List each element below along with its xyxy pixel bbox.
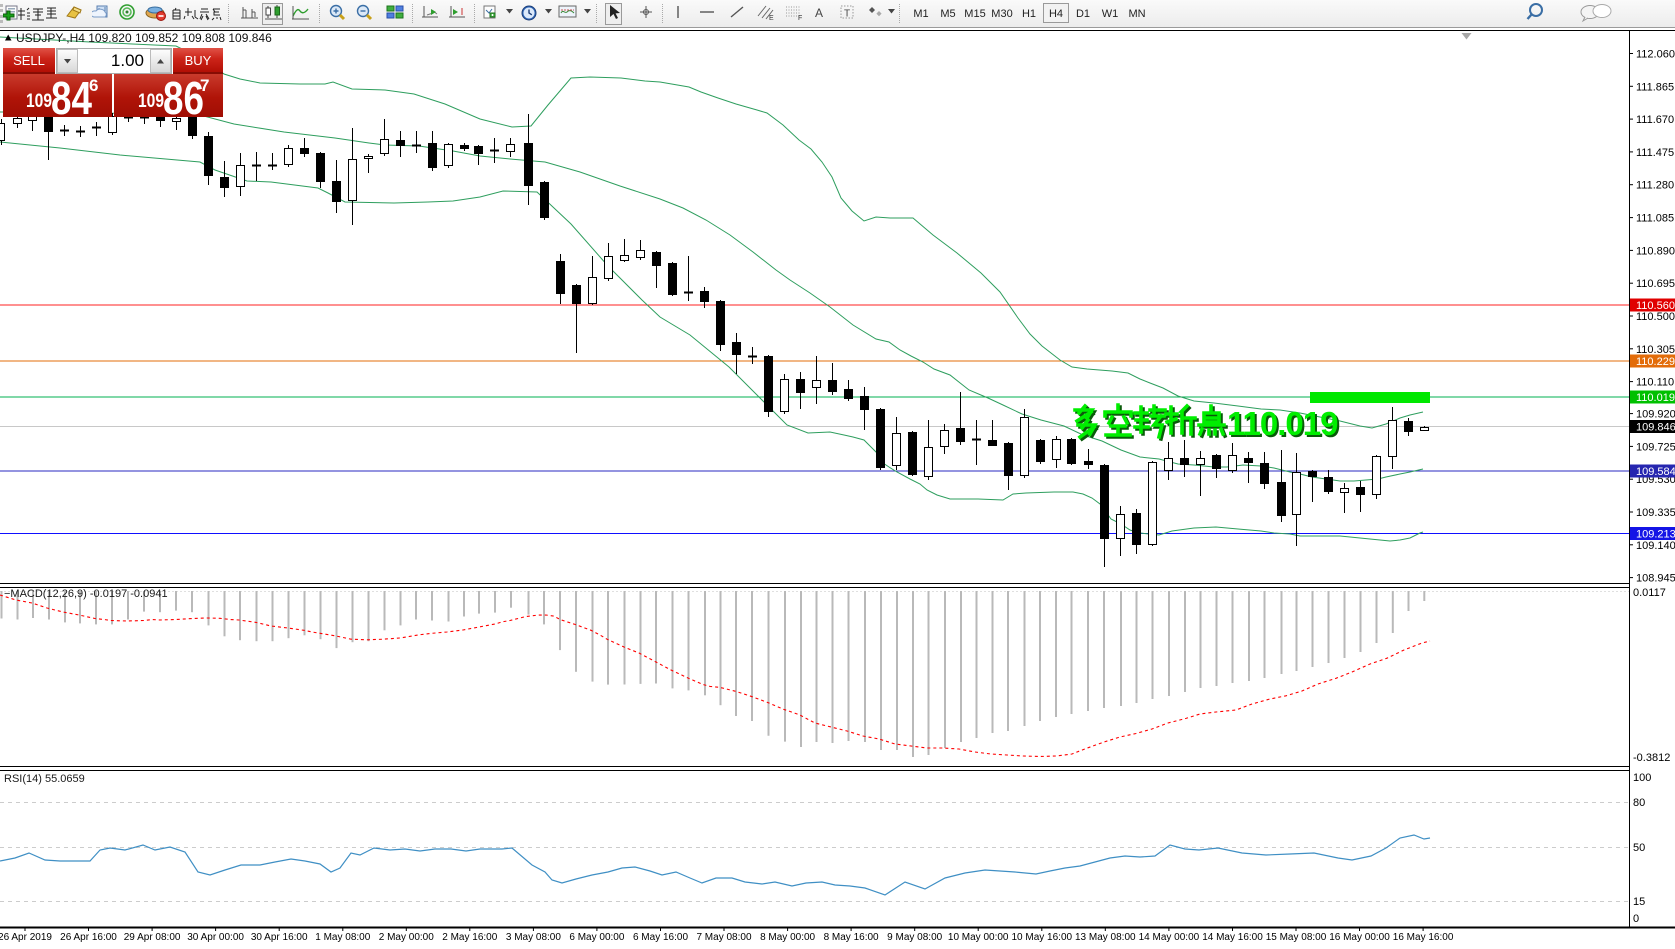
svg-text:6 May 00:00: 6 May 00:00 xyxy=(569,932,624,943)
svg-text:USDJPY-,H4 109.820 109.852 10: USDJPY-,H4 109.820 109.852 109.808 109.8… xyxy=(16,31,272,45)
svg-text:3 May 08:00: 3 May 08:00 xyxy=(506,932,561,943)
svg-text:110.019: 110.019 xyxy=(1636,392,1675,404)
svg-text:110.019: 110.019 xyxy=(1229,407,1340,444)
svg-text:1 May 08:00: 1 May 08:00 xyxy=(315,932,370,943)
svg-text:110.695: 110.695 xyxy=(1636,278,1675,290)
svg-text:110.500: 110.500 xyxy=(1636,311,1675,323)
svg-text:10 May 00:00: 10 May 00:00 xyxy=(948,932,1009,943)
svg-text:8 May 00:00: 8 May 00:00 xyxy=(760,932,815,943)
svg-text:26 Apr 16:00: 26 Apr 16:00 xyxy=(60,932,117,943)
svg-text:15: 15 xyxy=(1633,896,1645,908)
svg-text:112.060: 112.060 xyxy=(1636,49,1675,61)
svg-text:16 May 00:00: 16 May 00:00 xyxy=(1329,932,1390,943)
svg-text:26 Apr 2019: 26 Apr 2019 xyxy=(0,932,52,943)
svg-text:80: 80 xyxy=(1633,797,1645,809)
svg-text:50: 50 xyxy=(1633,842,1645,854)
svg-text:110.110: 110.110 xyxy=(1636,377,1674,389)
svg-text:109.140: 109.140 xyxy=(1636,540,1675,552)
svg-text:109.920: 109.920 xyxy=(1636,409,1675,421)
svg-text:E: E xyxy=(769,15,774,21)
svg-text:109.213: 109.213 xyxy=(1636,529,1675,541)
svg-text:16 May 16:00: 16 May 16:00 xyxy=(1393,932,1454,943)
svg-text:30 Apr 00:00: 30 Apr 00:00 xyxy=(187,932,244,943)
svg-text:110.560: 110.560 xyxy=(1636,300,1675,312)
svg-text:−MACD(12,26,9) -0.0197 -0.0941: −MACD(12,26,9) -0.0197 -0.0941 xyxy=(4,588,168,600)
svg-text:108.945: 108.945 xyxy=(1636,573,1675,585)
svg-text:F: F xyxy=(798,15,802,21)
svg-text:10 May 16:00: 10 May 16:00 xyxy=(1011,932,1072,943)
svg-text:109.846: 109.846 xyxy=(1636,422,1675,434)
svg-text:13 May 08:00: 13 May 08:00 xyxy=(1075,932,1136,943)
svg-text:110.019: 110.019 xyxy=(1227,405,1338,442)
svg-text:-0.3812: -0.3812 xyxy=(1633,752,1670,764)
svg-text:14 May 16:00: 14 May 16:00 xyxy=(1202,932,1263,943)
svg-text:0: 0 xyxy=(1633,913,1639,925)
svg-text:RSI(14) 55.0659: RSI(14) 55.0659 xyxy=(4,773,85,785)
svg-text:111.085: 111.085 xyxy=(1636,213,1674,225)
svg-text:6 May 16:00: 6 May 16:00 xyxy=(633,932,688,943)
svg-text:100: 100 xyxy=(1633,772,1651,784)
svg-text:111.280: 111.280 xyxy=(1636,180,1674,192)
svg-text:2 May 00:00: 2 May 00:00 xyxy=(379,932,434,943)
svg-text:111.475: 111.475 xyxy=(1636,147,1674,159)
svg-text:111.865: 111.865 xyxy=(1636,81,1674,93)
svg-text:29 Apr 08:00: 29 Apr 08:00 xyxy=(124,932,181,943)
svg-text:109.335: 109.335 xyxy=(1636,507,1675,519)
svg-text:110.305: 110.305 xyxy=(1636,344,1675,356)
svg-text:111.670: 111.670 xyxy=(1636,114,1674,126)
svg-text:T: T xyxy=(844,9,850,20)
svg-text:8 May 16:00: 8 May 16:00 xyxy=(824,932,879,943)
svg-text:0.0117: 0.0117 xyxy=(1633,587,1666,599)
svg-text:15 May 08:00: 15 May 08:00 xyxy=(1266,932,1327,943)
svg-text:14 May 00:00: 14 May 00:00 xyxy=(1139,932,1200,943)
svg-text:30 Apr 16:00: 30 Apr 16:00 xyxy=(251,932,308,943)
svg-text:109.725: 109.725 xyxy=(1636,441,1675,453)
svg-text:110.229: 110.229 xyxy=(1636,356,1675,368)
svg-text:7 May 08:00: 7 May 08:00 xyxy=(696,932,751,943)
svg-text:109.584: 109.584 xyxy=(1636,466,1675,478)
svg-text:110.890: 110.890 xyxy=(1636,245,1675,257)
svg-text:A: A xyxy=(815,6,823,20)
svg-text:9 May 08:00: 9 May 08:00 xyxy=(887,932,942,943)
svg-text:2 May 16:00: 2 May 16:00 xyxy=(442,932,497,943)
